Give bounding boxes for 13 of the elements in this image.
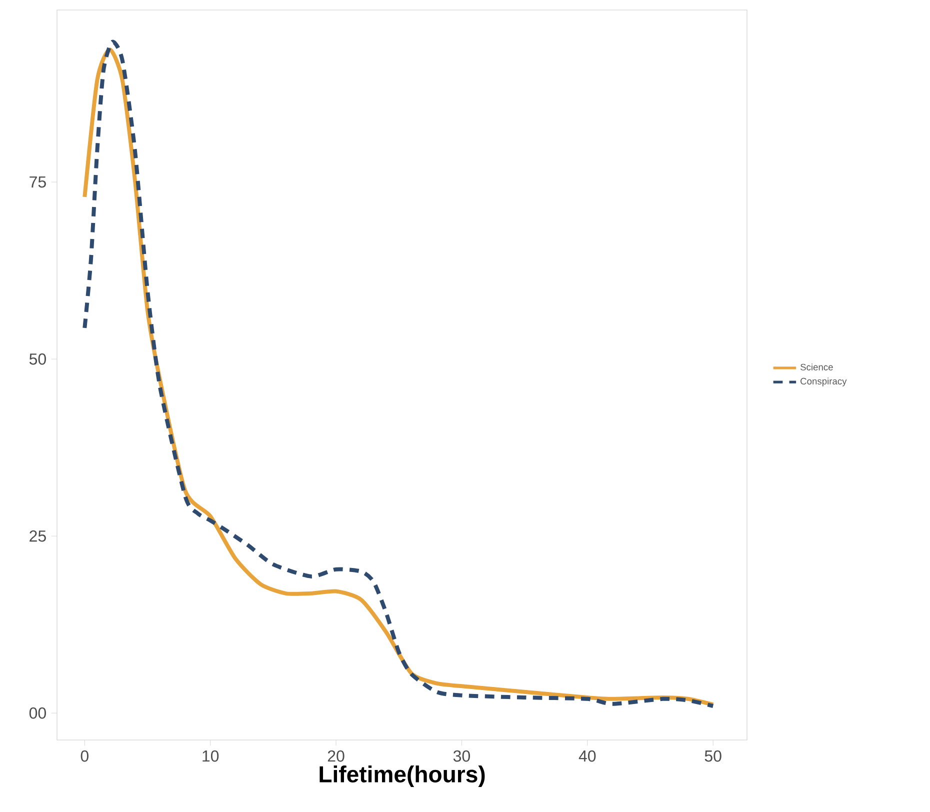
y-tick-label: 25 — [30, 530, 46, 542]
x-tick-label: 30 — [453, 750, 470, 762]
x-tick-label: 50 — [704, 750, 722, 762]
legend-label: Science — [800, 364, 833, 370]
x-axis-title: Lifetime(hours) — [320, 766, 485, 788]
x-tick-label: 20 — [328, 750, 344, 762]
x-tick-label: 0 — [80, 750, 88, 762]
legend-label: Conspiracy — [800, 378, 847, 386]
y-tick-label: 00 — [29, 707, 46, 719]
x-tick-label: 40 — [578, 750, 596, 762]
y-tick-label: 75 — [30, 176, 46, 188]
x-tick-label: 10 — [202, 750, 219, 762]
y-tick-label: 50 — [29, 353, 46, 365]
